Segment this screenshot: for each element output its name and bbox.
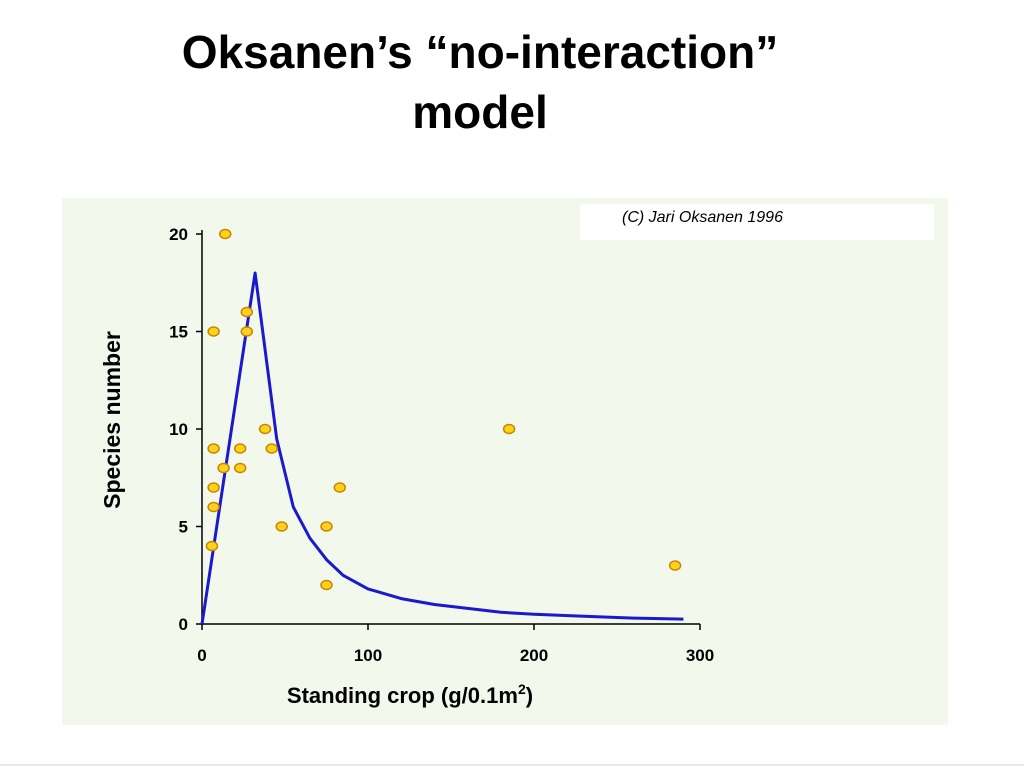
slide-title-line-1: Oksanen’s “no-interaction” — [181, 26, 779, 78]
copyright-box — [580, 204, 934, 240]
data-points-layer — [205, 228, 682, 591]
data-point — [333, 482, 347, 493]
x-tick-label: 300 — [686, 646, 714, 665]
slide-title: Oksanen’s “no-interaction” model — [0, 22, 960, 142]
data-point — [275, 521, 288, 532]
y-axis-label: Species number — [99, 331, 125, 509]
copyright-text: (C) Jari Oksanen 1996 — [622, 209, 783, 226]
model-curve-layer — [200, 271, 684, 625]
data-point — [217, 462, 230, 474]
x-tick-label: 200 — [520, 646, 548, 665]
data-point — [205, 540, 219, 552]
slide-title-line-2: model — [412, 86, 548, 138]
axes — [201, 230, 700, 625]
x-axis-label-main: Standing crop (g/0.1m — [287, 683, 518, 708]
data-point — [240, 306, 254, 318]
model-curve — [200, 271, 684, 625]
x-axis-label-close: ) — [526, 683, 533, 708]
y-tick-label: 10 — [169, 420, 188, 439]
data-point — [207, 326, 220, 337]
y-tick-label: 0 — [179, 615, 188, 634]
x-tick-label: 0 — [197, 646, 206, 665]
x-tick-label: 100 — [354, 646, 382, 665]
x-axis-label-superscript: 2 — [518, 681, 526, 697]
chart-panel-background — [62, 198, 948, 725]
data-point — [233, 443, 247, 454]
chart-figure: (C) Jari Oksanen 1996 0 5 10 15 20 0 100 200 300… — [62, 198, 948, 725]
x-axis-label: Standing crop (g/0.1m2) — [287, 681, 533, 708]
data-point — [240, 326, 254, 337]
data-point — [207, 482, 220, 493]
data-point — [502, 423, 516, 435]
y-tick-label: 20 — [169, 225, 188, 244]
slide-footer-divider — [0, 764, 1024, 766]
data-point — [207, 501, 220, 513]
data-point — [320, 521, 333, 532]
data-point — [233, 462, 247, 474]
y-tick-label: 5 — [179, 518, 188, 537]
data-point — [320, 579, 333, 591]
data-point — [207, 443, 220, 454]
y-tick-label: 15 — [169, 323, 188, 342]
data-point — [668, 560, 682, 571]
data-point — [258, 423, 272, 435]
data-point — [218, 228, 232, 240]
data-point — [265, 443, 278, 454]
